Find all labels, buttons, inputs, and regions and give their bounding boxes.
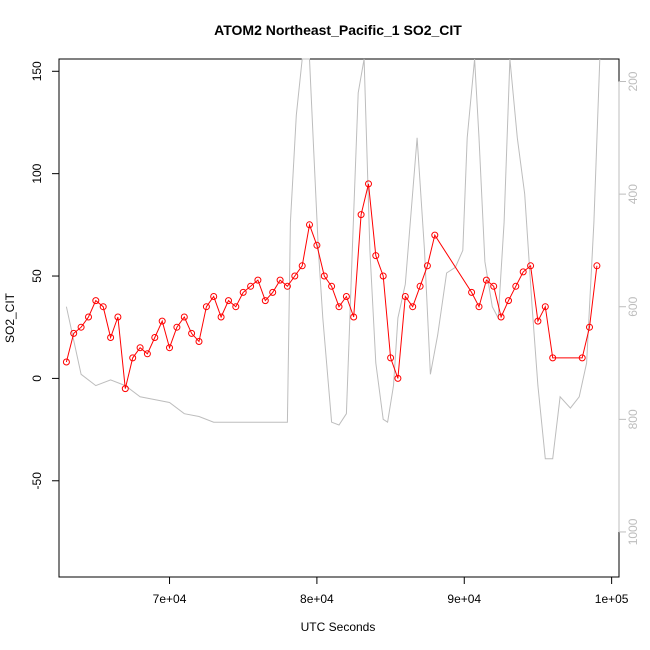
data-point: [475, 303, 483, 311]
data-point: [232, 303, 240, 311]
data-point: [195, 338, 203, 345]
data-point: [357, 211, 365, 219]
data-point: [586, 323, 593, 331]
data-point: [121, 385, 129, 393]
data-point: [534, 317, 542, 325]
data-point: [416, 282, 424, 290]
data-point: [431, 231, 439, 239]
primary-series: [62, 180, 601, 393]
data-point: [401, 293, 409, 300]
data-point: [254, 276, 262, 284]
data-point: [188, 329, 196, 337]
data-point: [70, 329, 78, 337]
data-point: [107, 334, 115, 341]
y2-tick-label: 200: [626, 71, 640, 91]
plot-frame: [58, 58, 620, 578]
data-point: [335, 303, 343, 311]
primary-series-line: [65, 183, 598, 389]
data-point: [298, 262, 306, 270]
data-point: [217, 313, 225, 321]
data-point: [151, 334, 159, 341]
data-point: [423, 262, 431, 270]
data-point: [291, 272, 299, 280]
y-tick-label: 0: [30, 375, 44, 382]
data-point: [519, 268, 527, 276]
y2-tick-label: 800: [626, 409, 640, 429]
data-point: [320, 272, 328, 280]
data-point: [99, 303, 107, 311]
data-point: [85, 313, 92, 321]
data-point: [593, 262, 601, 270]
data-point: [409, 303, 417, 311]
chart-title: ATOM2 Northeast_Pacific_1 SO2_CIT: [214, 22, 462, 38]
data-point: [497, 313, 505, 321]
data-point: [114, 313, 122, 321]
data-point: [180, 313, 188, 321]
y2-tick-label: 1000: [626, 518, 640, 545]
data-point: [136, 344, 144, 352]
data-point: [549, 354, 557, 362]
data-point: [269, 288, 277, 296]
data-point: [505, 297, 512, 305]
data-point: [512, 282, 520, 290]
x-tick-label: 9e+04: [447, 592, 481, 606]
y-axis: -50 0 50 100 150: [30, 61, 60, 490]
y-tick-label: 150: [30, 61, 44, 81]
y-tick-label: -50: [30, 472, 44, 490]
data-point: [342, 293, 350, 300]
data-point: [365, 180, 372, 188]
data-point: [578, 354, 586, 362]
data-point: [129, 354, 137, 362]
data-point: [379, 272, 387, 280]
data-point: [541, 303, 549, 311]
data-point: [225, 297, 232, 305]
x-axis: 7e+04 8e+04 9e+04 1e+05: [153, 576, 629, 606]
data-point: [328, 282, 336, 290]
data-point: [283, 282, 291, 290]
data-point: [261, 297, 269, 305]
data-point: [372, 252, 380, 260]
data-point: [468, 288, 476, 296]
x-tick-label: 7e+04: [153, 592, 187, 606]
x-tick-label: 8e+04: [300, 592, 334, 606]
data-point: [490, 282, 498, 290]
data-point: [166, 344, 173, 352]
data-point: [482, 276, 490, 284]
data-point: [394, 374, 402, 382]
y-axis-label: SO2_CIT: [3, 292, 17, 343]
data-point: [210, 293, 218, 300]
data-point: [158, 317, 166, 325]
y-tick-label: 100: [30, 163, 44, 183]
data-point: [173, 323, 181, 331]
data-point: [313, 241, 321, 249]
data-point: [77, 323, 85, 331]
data-point: [350, 313, 358, 321]
data-point: [276, 276, 284, 284]
data-point: [306, 221, 313, 229]
y2-axis: 200 400 600 800 1000: [618, 71, 640, 545]
y2-tick-label: 600: [626, 296, 640, 316]
x-tick-label: 1e+05: [595, 592, 629, 606]
y2-tick-label: 400: [626, 184, 640, 204]
data-point: [247, 282, 255, 290]
data-point: [527, 262, 535, 270]
data-point: [62, 358, 70, 366]
data-point: [143, 350, 151, 358]
data-point: [239, 288, 247, 296]
data-point: [387, 354, 395, 362]
secondary-series-line: [65, 58, 601, 460]
y-tick-label: 50: [30, 269, 44, 283]
data-point: [202, 303, 210, 311]
data-point: [92, 297, 100, 305]
secondary-series: [65, 58, 601, 460]
x-axis-label: UTC Seconds: [301, 620, 376, 634]
